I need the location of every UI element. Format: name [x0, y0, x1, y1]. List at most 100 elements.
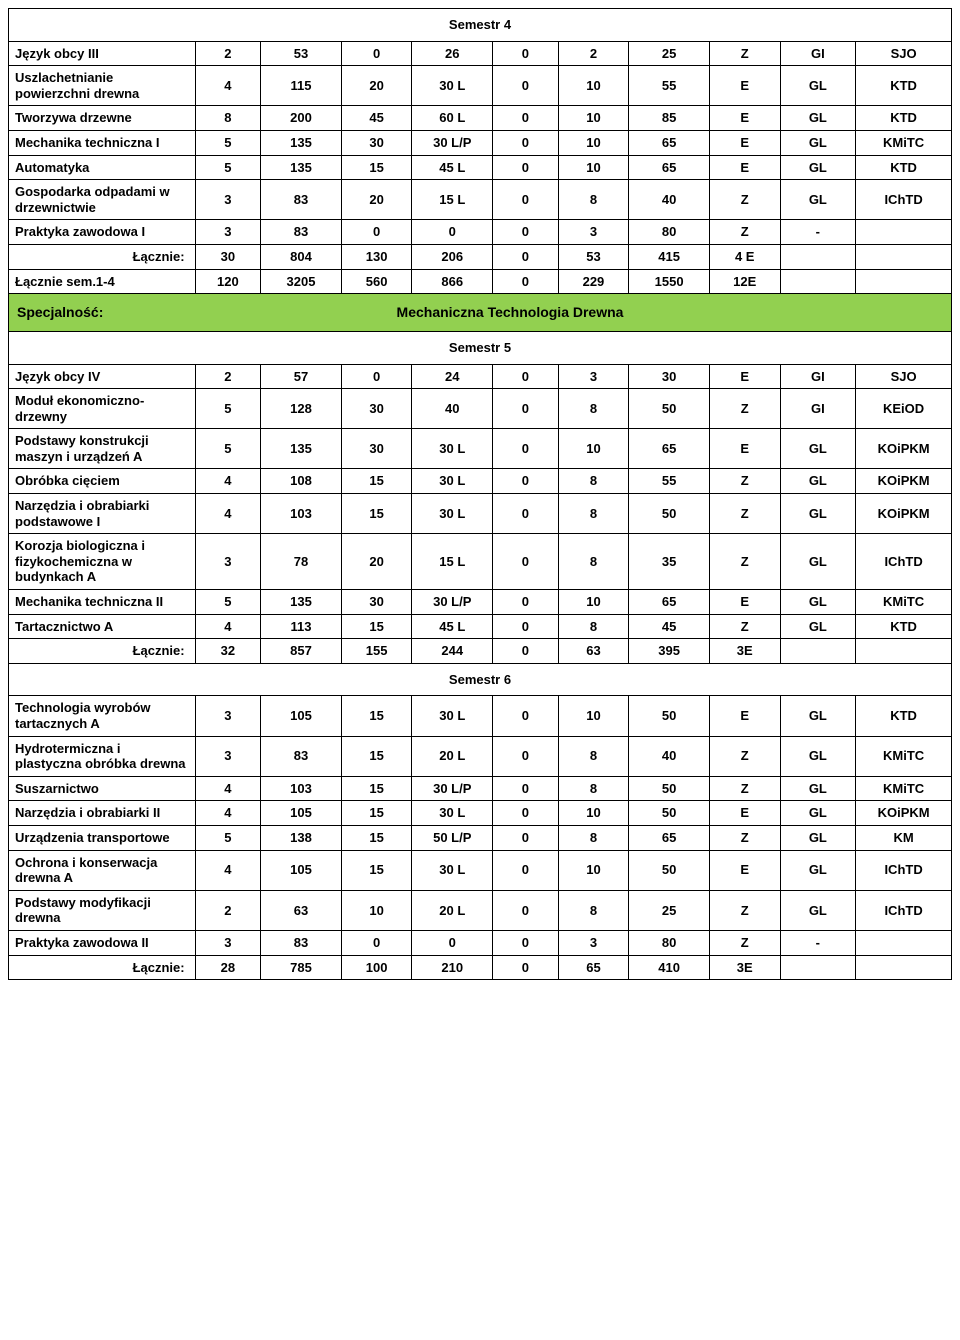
subject-name: Łącznie: [9, 639, 196, 664]
cell-8 [780, 955, 856, 980]
subject-name: Moduł ekonomiczno-drzewny [9, 389, 196, 429]
subject-name: Mechanika techniczna II [9, 590, 196, 615]
cell-4: 0 [493, 494, 559, 534]
cell-8: - [780, 930, 856, 955]
cell-3: 30 L [412, 66, 493, 106]
subject-name: Technologia wyrobów tartacznych A [9, 696, 196, 736]
cell-4: 0 [493, 825, 559, 850]
cell-0: 3 [195, 696, 261, 736]
cell-7: E [709, 66, 780, 106]
cell-1: 128 [261, 389, 342, 429]
cell-9: KTD [856, 155, 952, 180]
cell-5: 8 [558, 389, 629, 429]
cell-0: 2 [195, 890, 261, 930]
cell-8: GL [780, 66, 856, 106]
cell-7: Z [709, 494, 780, 534]
specialty-label: Specjalność: [17, 304, 197, 321]
cell-7: E [709, 155, 780, 180]
cell-8: GL [780, 429, 856, 469]
cell-7: Z [709, 825, 780, 850]
cell-6: 55 [629, 469, 710, 494]
cell-6: 65 [629, 130, 710, 155]
cell-5: 10 [558, 850, 629, 890]
cell-3: 30 L [412, 469, 493, 494]
cell-8: GL [780, 130, 856, 155]
cell-9: KTD [856, 66, 952, 106]
table-row: Automatyka51351545 L01065EGLKTD [9, 155, 952, 180]
table-row: Łącznie:328571552440633953E [9, 639, 952, 664]
cell-4: 0 [493, 180, 559, 220]
subject-name: Tworzywa drzewne [9, 106, 196, 131]
cell-9: SJO [856, 364, 952, 389]
cell-0: 4 [195, 469, 261, 494]
cell-1: 135 [261, 130, 342, 155]
cell-2: 30 [341, 130, 412, 155]
table-row: Język obcy III2530260225ZGISJO [9, 41, 952, 66]
cell-4: 0 [493, 220, 559, 245]
cell-5: 10 [558, 696, 629, 736]
cell-4: 0 [493, 364, 559, 389]
cell-7: E [709, 364, 780, 389]
subject-name: Język obcy III [9, 41, 196, 66]
cell-2: 155 [341, 639, 412, 664]
cell-2: 30 [341, 429, 412, 469]
cell-6: 80 [629, 930, 710, 955]
cell-9: IChTD [856, 534, 952, 590]
cell-3: 15 L [412, 534, 493, 590]
subject-name: Praktyka zawodowa I [9, 220, 196, 245]
cell-9: SJO [856, 41, 952, 66]
cell-3: 244 [412, 639, 493, 664]
cell-1: 78 [261, 534, 342, 590]
cell-6: 25 [629, 41, 710, 66]
cell-1: 135 [261, 155, 342, 180]
cell-2: 30 [341, 590, 412, 615]
cell-7: Z [709, 890, 780, 930]
cell-7: Z [709, 389, 780, 429]
table-row: Gospodarka odpadami w drzewnictwie383201… [9, 180, 952, 220]
cell-5: 8 [558, 534, 629, 590]
cell-0: 3 [195, 736, 261, 776]
cell-7: Z [709, 930, 780, 955]
subject-name: Praktyka zawodowa II [9, 930, 196, 955]
cell-7: E [709, 850, 780, 890]
subject-name: Łącznie: [9, 244, 196, 269]
cell-1: 83 [261, 180, 342, 220]
cell-8: GL [780, 106, 856, 131]
cell-2: 10 [341, 890, 412, 930]
subject-name: Uszlachetnianie powierzchni drewna [9, 66, 196, 106]
cell-2: 20 [341, 534, 412, 590]
cell-6: 30 [629, 364, 710, 389]
cell-8: GL [780, 890, 856, 930]
cell-3: 30 L [412, 494, 493, 534]
subject-name: Tartacznictwo A [9, 614, 196, 639]
semester-title: Semestr 4 [9, 9, 952, 42]
cell-1: 105 [261, 696, 342, 736]
cell-8: GL [780, 590, 856, 615]
semester-header: Semestr 6 [9, 663, 952, 696]
subject-name: Suszarnictwo [9, 776, 196, 801]
cell-7: E [709, 106, 780, 131]
cell-8 [780, 269, 856, 294]
cell-8: GL [780, 614, 856, 639]
cell-1: 200 [261, 106, 342, 131]
cell-8: GL [780, 180, 856, 220]
table-row: Łącznie sem.1-412032055608660229155012E [9, 269, 952, 294]
cell-4: 0 [493, 155, 559, 180]
cell-2: 20 [341, 180, 412, 220]
cell-4: 0 [493, 776, 559, 801]
cell-6: 50 [629, 776, 710, 801]
cell-5: 8 [558, 736, 629, 776]
cell-4: 0 [493, 639, 559, 664]
table-row: Narzędzia i obrabiarki II41051530 L01050… [9, 801, 952, 826]
cell-7: Z [709, 614, 780, 639]
cell-9 [856, 269, 952, 294]
cell-3: 24 [412, 364, 493, 389]
cell-9: KTD [856, 106, 952, 131]
cell-0: 8 [195, 106, 261, 131]
cell-1: 105 [261, 850, 342, 890]
cell-0: 4 [195, 776, 261, 801]
semester-title: Semestr 6 [9, 663, 952, 696]
cell-9: IChTD [856, 850, 952, 890]
cell-2: 0 [341, 930, 412, 955]
cell-2: 20 [341, 66, 412, 106]
